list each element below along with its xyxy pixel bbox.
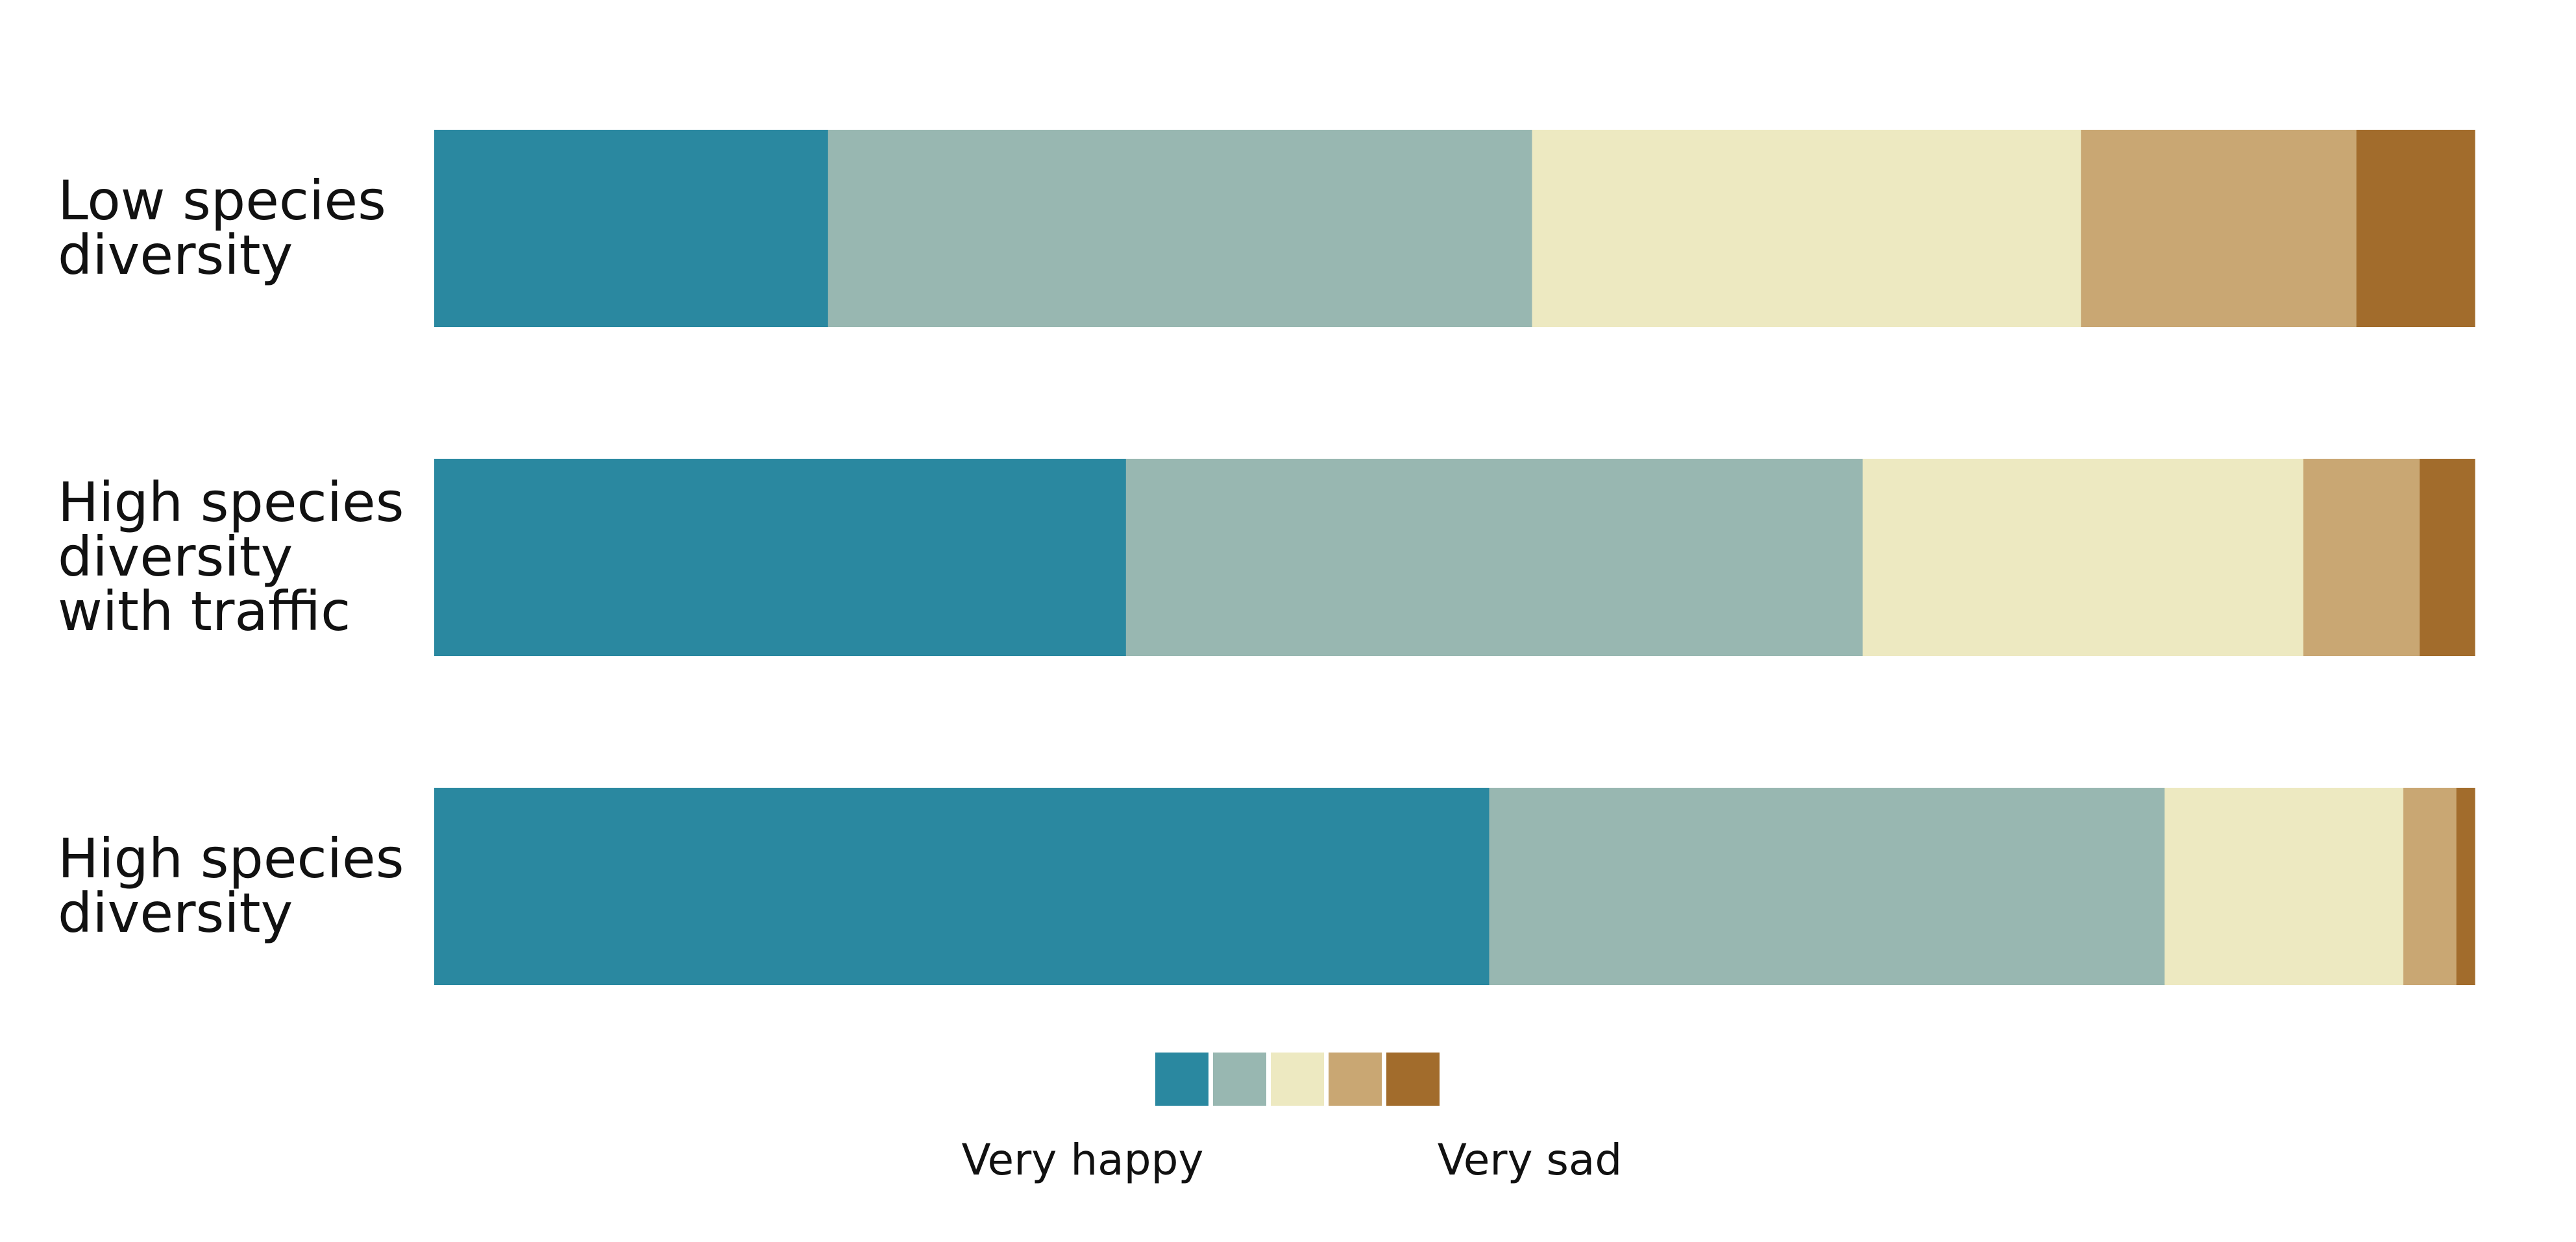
bar-segment-1-4 — [2081, 130, 2357, 327]
category-label-line: diversity — [58, 525, 293, 589]
bar-segment-2-4 — [2303, 459, 2420, 656]
category-label-2: High species diversity with traffic — [58, 470, 404, 643]
bar-segment-2-3 — [1862, 459, 2304, 656]
category-label-1: Low species diversity — [58, 169, 386, 287]
legend-swatch-1 — [1155, 1053, 1208, 1106]
bar-segment-2-2 — [1125, 459, 1863, 656]
bar-segment-2-1 — [434, 459, 1127, 656]
bar-segment-1-1 — [434, 130, 829, 327]
category-label-line: with traffic — [58, 579, 350, 643]
legend-high-label: Very sad — [1438, 1135, 1623, 1185]
bar-segment-2-5 — [2420, 459, 2475, 656]
category-label-line: Low species — [58, 169, 386, 232]
category-label-line: diversity — [58, 223, 293, 287]
legend-swatch-3 — [1271, 1053, 1324, 1106]
bar-segment-1-5 — [2356, 130, 2475, 327]
category-label-line: High species — [58, 470, 404, 534]
bars-group — [434, 130, 2475, 985]
category-label-line: High species — [58, 827, 404, 890]
bar-segment-3-3 — [2165, 788, 2404, 985]
bar-segment-3-5 — [2456, 788, 2475, 985]
category-label-3: High species diversity — [58, 827, 404, 945]
legend-swatch-2 — [1213, 1053, 1266, 1106]
bar-segment-1-3 — [1532, 130, 2081, 327]
legend-swatch-5 — [1386, 1053, 1440, 1106]
legend-swatches — [1155, 1053, 1440, 1106]
legend: Very happy Very sad — [962, 1053, 1623, 1185]
legend-swatch-4 — [1329, 1053, 1382, 1106]
bar-segment-3-4 — [2403, 788, 2457, 985]
bar-segment-3-2 — [1489, 788, 2165, 985]
legend-low-label: Very happy — [962, 1135, 1204, 1185]
category-label-line: diversity — [58, 881, 293, 945]
bar-segment-3-1 — [434, 788, 1490, 985]
bar-segment-1-2 — [828, 130, 1533, 327]
